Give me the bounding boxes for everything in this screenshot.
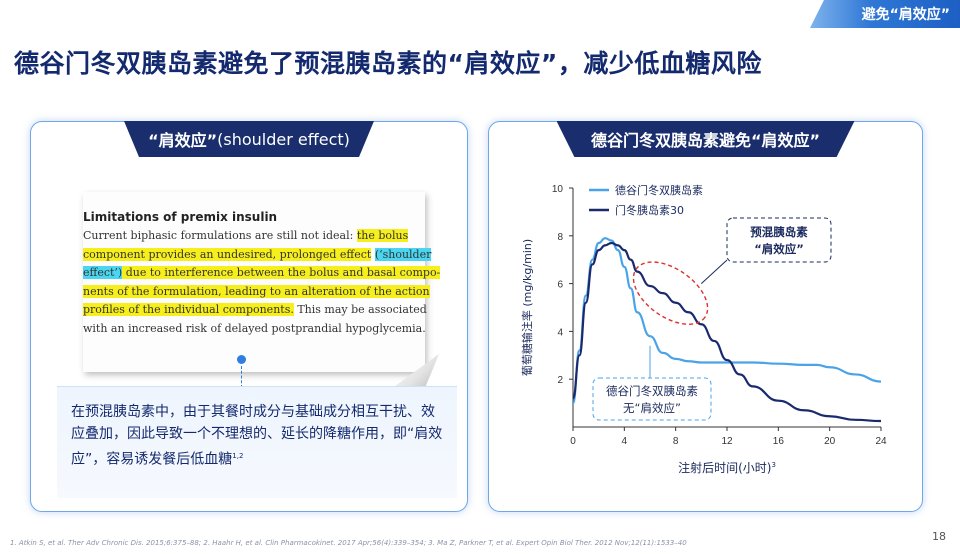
series-line-1 — [571, 237, 882, 405]
highlighted-text: due to interference between the bolus an… — [122, 266, 441, 279]
panel-header-chart: 德谷门冬双胰岛素避免“肩效应” — [556, 121, 855, 157]
page-number: 18 — [932, 530, 946, 543]
annotation-idegasp-line1: 德谷门冬双胰岛素 — [606, 384, 698, 398]
highlighted-text: the bolus — [356, 229, 409, 242]
annotation-box-idegasp — [592, 377, 712, 421]
annotation-connector-1 — [700, 259, 728, 284]
x-tick-label: 16 — [773, 436, 785, 447]
description-citation: 1,2 — [232, 452, 244, 460]
legend-label-2: 门冬胰岛素30 — [615, 203, 684, 217]
excerpt-line: effect’) due to interference between the… — [83, 265, 441, 281]
x-tick-label: 4 — [622, 436, 628, 447]
x-axis-label: 注射后时间(小时)3 — [678, 460, 776, 475]
highlighted-text: nents of the formulation, leading to an … — [83, 284, 430, 298]
highlighted-text: (‘shoulder — [374, 247, 432, 261]
legend-label-1: 德谷门冬双胰岛素 — [615, 183, 703, 197]
x-tick-label: 24 — [875, 436, 887, 447]
shoulder-highlight-ellipse — [632, 261, 709, 325]
excerpt-line: nents of the formulation, leading to an … — [83, 284, 430, 300]
excerpt-line: component provides an undesired, prolong… — [83, 247, 432, 263]
annotation-idegasp-line2: 无“肩效应” — [623, 401, 681, 415]
shoulder-effect-panel: “肩效应” (shoulder effect) Limitations of pr… — [30, 121, 468, 512]
section-tag: 避免“肩效应” — [810, 0, 960, 28]
page-title: 德谷门冬双胰岛素避免了预混胰岛素的“肩效应”，减少低血糖风险 — [14, 49, 762, 78]
y-axis-label: 葡萄糖输注率 (mg/kg/min) — [520, 239, 534, 376]
header-rest-text: (shoulder effect) — [217, 129, 350, 149]
excerpt-line: profiles of the individual components. T… — [83, 302, 427, 318]
excerpt-text: This may be associated — [293, 303, 427, 316]
chart-panel: 德谷门冬双胰岛素避免“肩效应” 0 4 8 12 16 20 24 2 4 6 8 10 注射后时间(小… — [488, 121, 923, 512]
x-tick-label: 0 — [570, 436, 576, 447]
x-axis-label-citation: 3 — [771, 461, 775, 469]
y-tick-label: 10 — [552, 184, 564, 195]
page-curl-decoration — [395, 354, 439, 386]
x-tick-label: 12 — [721, 436, 733, 447]
excerpt-line: Current biphasic formulations are still … — [83, 228, 409, 244]
highlighted-text: effect’) — [83, 266, 123, 279]
panel-header-shoulder-effect: “肩效应” (shoulder effect) — [124, 121, 374, 157]
highlighted-text: profiles of the individual components. — [83, 303, 294, 316]
description-text: 在预混胰岛素中，由于其餐时成分与基础成分相互干扰、效应叠加，因此导致一个不理想的… — [71, 404, 443, 468]
y-tick-label: 2 — [557, 375, 563, 386]
y-tick-label: 8 — [557, 232, 563, 243]
pointer-dot — [237, 355, 246, 364]
references-footnote: 1. Atkin S, et al. Ther Adv Chronic Dis.… — [10, 539, 687, 547]
excerpt-text: Current biphasic formulations are still … — [83, 229, 357, 242]
highlighted-text: component provides an undesired, prolong… — [83, 247, 372, 261]
pointer-connector — [241, 366, 242, 388]
excerpt-title: Limitations of premix insulin — [83, 210, 278, 224]
x-tick-label: 8 — [673, 436, 679, 447]
y-tick-label: 4 — [557, 327, 563, 338]
annotation-premix-line2: “肩效应” — [754, 242, 804, 256]
header-strong-text: “肩效应” — [148, 131, 218, 150]
description-box: 在预混胰岛素中，由于其餐时成分与基础成分相互干扰、效应叠加，因此导致一个不理想的… — [57, 386, 457, 498]
excerpt-text: with an increased risk of delayed postpr… — [83, 321, 426, 335]
literature-excerpt: Limitations of premix insulin Current bi… — [83, 192, 441, 386]
x-tick-label: 20 — [824, 436, 836, 447]
series-line-2 — [571, 241, 882, 423]
annotation-box-premix — [726, 217, 832, 263]
y-tick-label: 6 — [557, 280, 563, 291]
excerpt-line: with an increased risk of delayed postpr… — [83, 321, 426, 337]
annotation-premix-line1: 预混胰岛素 — [750, 225, 808, 239]
